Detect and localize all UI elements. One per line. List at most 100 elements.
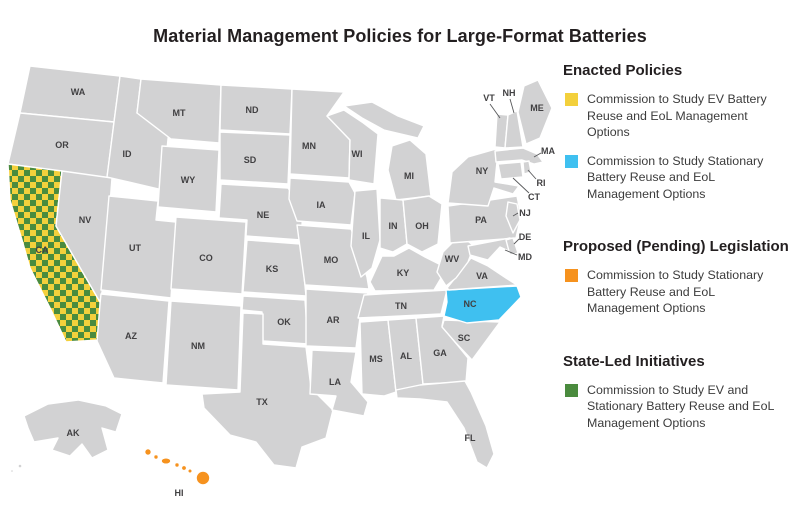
state-label-ma: MA (541, 146, 555, 156)
legend-section-enacted: Enacted Policies Commission to Study EV … (563, 62, 797, 202)
state-label-ks: KS (266, 264, 279, 274)
ak-island (9, 468, 15, 474)
callout-line-ma (533, 152, 542, 158)
state-nj (505, 201, 521, 234)
state-label-ia: IA (317, 200, 327, 210)
state-hi (144, 448, 210, 485)
state-ia (288, 177, 356, 226)
state-sc (441, 319, 501, 361)
state-label-id: ID (123, 149, 133, 159)
callout-line-ct (512, 177, 530, 194)
state-label-nv: NV (79, 215, 92, 225)
state-label-va: VA (476, 271, 488, 281)
state-label-co: CO (199, 253, 213, 263)
orange-swatch (565, 269, 578, 282)
hi-island (153, 454, 159, 460)
state-label-vt: VT (483, 93, 495, 103)
state-label-fl: FL (465, 433, 476, 443)
state-label-ms: MS (369, 354, 383, 364)
state-ar (305, 288, 369, 349)
state-label-ny: NY (476, 166, 489, 176)
state-mi (343, 101, 432, 201)
us-map-svg: WA OR CA NV ID MT WY UT CO AZ NM ND SD N… (7, 65, 556, 498)
state-label-tn: TN (395, 301, 407, 311)
hi-island (144, 448, 152, 456)
state-mt (136, 78, 222, 144)
state-ak (23, 399, 123, 459)
state-label-nh: NH (503, 88, 516, 98)
state-co (170, 216, 247, 295)
state-label-ca: CA (36, 245, 49, 255)
state-ny (447, 148, 520, 207)
state-label-mo: MO (324, 255, 339, 265)
callout-line-nj (512, 212, 519, 217)
state-label-wy: WY (181, 175, 196, 185)
legend: Enacted Policies Commission to Study EV … (563, 62, 797, 467)
state-label-nd: ND (246, 105, 259, 115)
state-label-ak: AK (67, 428, 80, 438)
callouts-layer (489, 98, 542, 256)
state-label-md: MD (518, 252, 532, 262)
state-nd (219, 84, 293, 135)
state-label-tx: TX (256, 397, 268, 407)
state-mn (289, 88, 351, 179)
ak-island (17, 463, 23, 469)
state-label-nj: NJ (519, 208, 531, 218)
state-me (517, 79, 553, 145)
state-label-de: DE (519, 232, 532, 242)
legend-heading-state-led: State-Led Initiatives (563, 352, 705, 370)
hi-island (181, 465, 187, 471)
state-label-mi: MI (404, 171, 414, 181)
legend-item: Commission to Study EV and Stationary Ba… (563, 382, 797, 432)
legend-heading-proposed: Proposed (Pending) Legislation (563, 238, 789, 255)
state-wi (326, 109, 379, 185)
state-label-ut: UT (129, 243, 141, 253)
callout-line-md (504, 249, 518, 256)
state-label-wv: WV (445, 254, 460, 264)
state-label-il: IL (362, 231, 371, 241)
callout-line-vt (489, 103, 501, 119)
state-az (96, 293, 170, 384)
callout-line-nh (509, 98, 515, 114)
state-tx (201, 312, 334, 469)
state-nm (165, 300, 242, 391)
state-label-mt: MT (173, 108, 186, 118)
legend-item-label: Commission to Study EV and Stationary Ba… (587, 382, 774, 430)
state-label-me: ME (530, 103, 544, 113)
state-label-sd: SD (244, 155, 257, 165)
state-label-ok: OK (277, 317, 291, 327)
state-label-al: AL (400, 351, 412, 361)
state-label-in: IN (389, 221, 398, 231)
legend-heading-enacted: Enacted Policies (563, 62, 683, 79)
state-sd (219, 131, 291, 185)
state-label-ri: RI (537, 178, 546, 188)
page-title: Material Management Policies for Large-F… (153, 26, 647, 47)
legend-section-proposed: Proposed (Pending) Legislation Commissio… (563, 238, 797, 317)
state-label-pa: PA (475, 215, 487, 225)
state-nv (55, 170, 113, 303)
state-label-ky: KY (397, 268, 410, 278)
state-tn (357, 289, 448, 319)
state-label-nc: NC (464, 299, 477, 309)
state-ct (497, 161, 524, 180)
state-ma (494, 147, 544, 165)
legend-item-label: Commission to Study Stationary Battery R… (587, 153, 764, 201)
states-layer (7, 65, 553, 485)
state-nc (443, 285, 522, 324)
legend-item: Commission to Study EV Battery Reuse and… (563, 91, 797, 141)
state-labels-layer: WA OR CA NV ID MT WY UT CO AZ NM ND SD N… (36, 87, 556, 498)
state-label-or: OR (55, 140, 69, 150)
state-label-ne: NE (257, 210, 270, 220)
callout-line-de (513, 238, 520, 245)
hi-island (187, 468, 193, 474)
state-label-oh: OH (415, 221, 429, 231)
state-fl (395, 380, 495, 469)
green-swatch (565, 383, 578, 397)
yellow-swatch (565, 93, 578, 106)
state-md (467, 237, 514, 261)
legend-item: Commission to Study Stationary Battery R… (563, 153, 797, 203)
state-ky (369, 247, 448, 292)
legend-item: Commission to Study Stationary Battery R… (563, 267, 797, 317)
hi-island (161, 457, 171, 465)
state-label-hi: HI (175, 488, 184, 498)
